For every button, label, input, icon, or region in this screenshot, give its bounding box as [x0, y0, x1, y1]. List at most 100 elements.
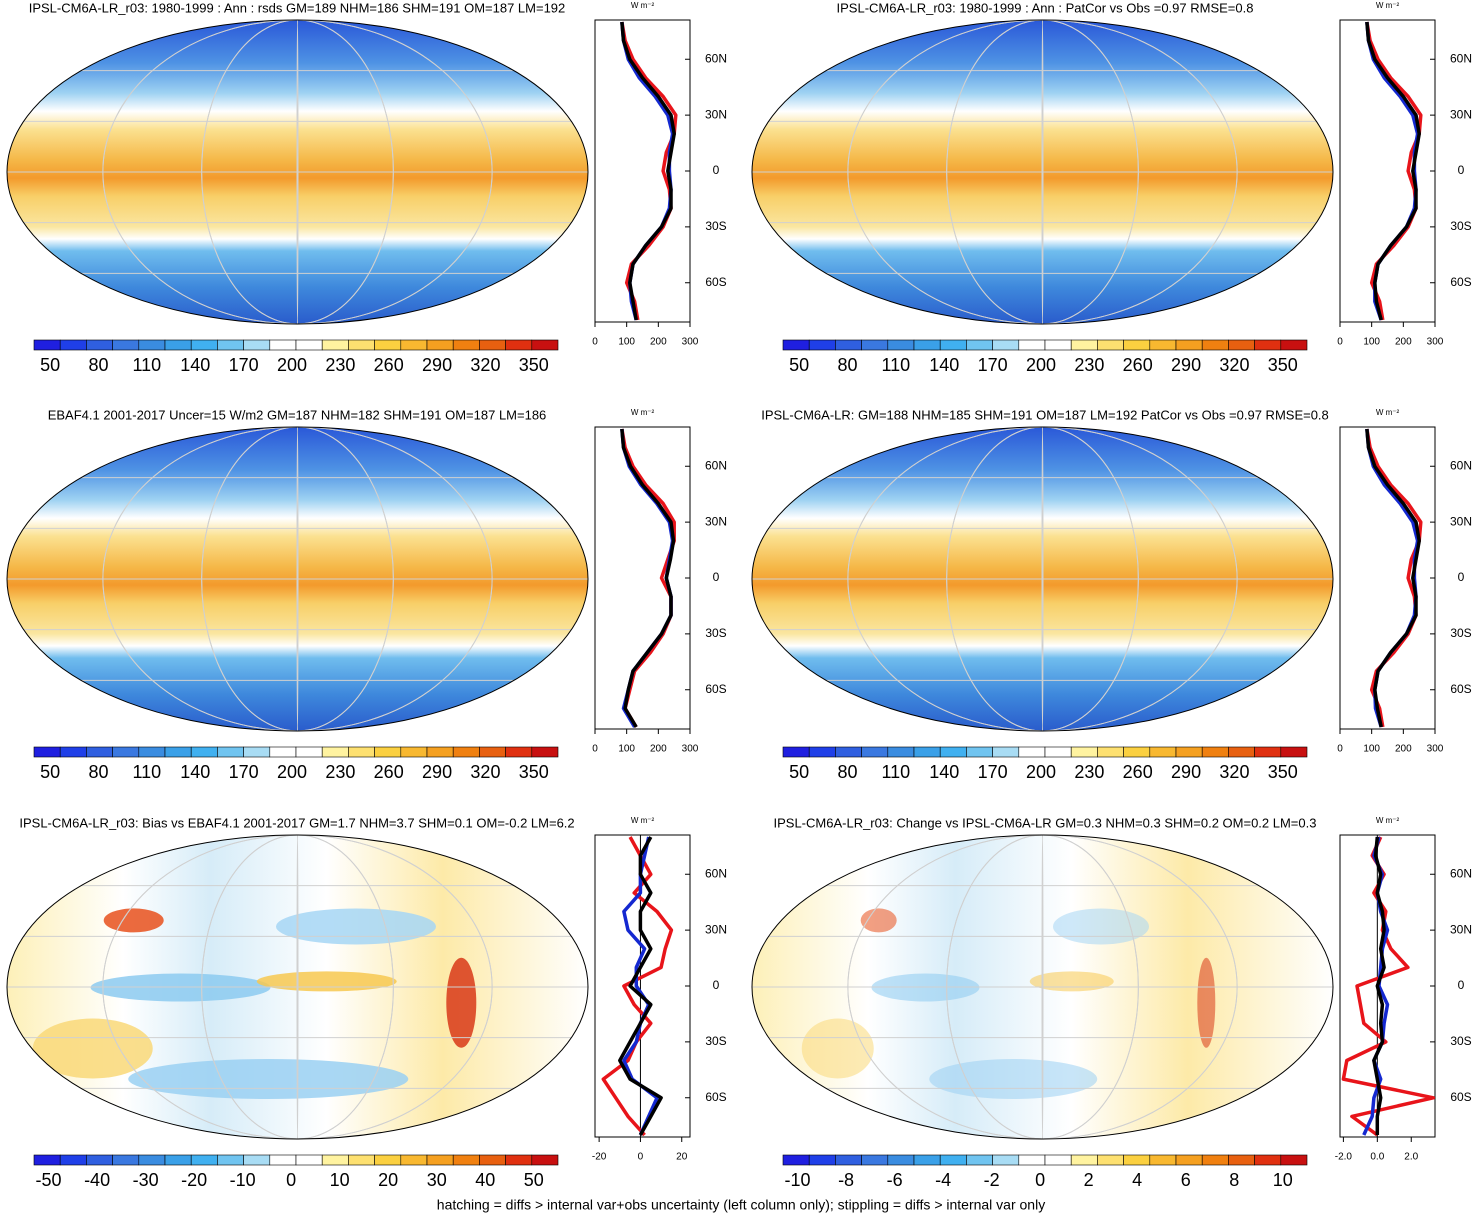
colorbar-box — [86, 1154, 113, 1166]
footnote: hatching = diffs > internal var+obs unce… — [437, 1197, 1045, 1213]
y-tick-label: 30N — [1450, 107, 1472, 121]
map-meridian — [847, 427, 1238, 731]
map — [752, 427, 1333, 731]
colorbar-label: 200 — [277, 355, 307, 375]
colorbar-label: 50 — [40, 355, 60, 375]
colorbar-box — [939, 339, 967, 351]
profile-line — [620, 428, 676, 728]
colorbar-box — [1123, 339, 1151, 351]
colorbar-box — [217, 1154, 244, 1166]
y-tick-label: 60S — [1450, 275, 1471, 289]
profile-line — [1365, 21, 1423, 321]
map-border — [6, 19, 589, 325]
map — [752, 20, 1333, 324]
profile-unit: W m⁻² — [631, 816, 655, 825]
colorbar-label: 80 — [837, 762, 857, 782]
profile-unit: W m⁻² — [631, 1, 655, 10]
colorbar-box — [295, 339, 323, 351]
profile-frame — [594, 426, 691, 730]
colorbar-label: 0 — [1035, 1170, 1045, 1190]
colorbar-box — [269, 746, 297, 758]
x-tick-label: 100 — [1363, 744, 1380, 755]
colorbar-box — [913, 746, 941, 758]
colorbar-box — [1070, 746, 1098, 758]
map — [7, 835, 588, 1139]
profile-frame — [1339, 834, 1436, 1138]
colorbar-box — [452, 746, 480, 758]
panel-title: IPSL-CM6A-LR_r03: Change vs IPSL-CM6A-LR… — [774, 815, 1317, 830]
y-tick-label: 30S — [1450, 626, 1471, 640]
colorbar-box — [59, 1154, 87, 1166]
map-anomaly — [801, 1018, 874, 1079]
profile-line — [1365, 21, 1421, 321]
map-border — [6, 426, 589, 732]
colorbar-label: 140 — [180, 355, 210, 375]
colorbar-box — [835, 1154, 862, 1166]
colorbar-box — [190, 1154, 218, 1166]
profile-unit: W m⁻² — [631, 408, 655, 417]
colorbar-box — [939, 1154, 967, 1166]
y-tick-label: 30N — [705, 514, 727, 528]
colorbar-box — [1201, 746, 1229, 758]
colorbar-box — [1280, 339, 1308, 351]
y-tick-label: 60N — [705, 458, 727, 472]
profile-unit: W m⁻² — [1376, 408, 1400, 417]
map — [7, 20, 588, 324]
colorbar-box — [966, 1154, 993, 1166]
colorbar-label: -2 — [984, 1170, 1000, 1190]
colorbar-label: 10 — [330, 1170, 350, 1190]
colorbar-box — [164, 1154, 192, 1166]
colorbar-box — [1044, 746, 1072, 758]
map-anomaly — [32, 1018, 153, 1079]
map-anomaly — [1029, 971, 1114, 992]
colorbar-box — [992, 1154, 1020, 1166]
y-tick-label: 30S — [705, 1034, 726, 1048]
y-tick-label: 60S — [705, 682, 726, 696]
colorbar-box — [1175, 1154, 1203, 1166]
colorbar-box — [887, 746, 915, 758]
map-meridian — [296, 20, 299, 324]
colorbar-box — [348, 746, 375, 758]
colorbar-box — [138, 746, 166, 758]
colorbar-box — [1149, 339, 1177, 351]
colorbar-box — [861, 339, 889, 351]
colorbar-label: 230 — [325, 762, 355, 782]
x-tick-label: -20 — [592, 1152, 607, 1163]
colorbar-label: 320 — [1219, 355, 1249, 375]
colorbar-box — [913, 1154, 941, 1166]
colorbar-box — [913, 339, 941, 351]
colorbar-label: 290 — [1171, 762, 1201, 782]
colorbar-box — [1175, 339, 1203, 351]
colorbar-label: 260 — [374, 762, 404, 782]
colorbar-box — [217, 339, 244, 351]
x-tick-label: 2.0 — [1404, 1152, 1418, 1163]
y-tick-label: 60N — [1450, 458, 1472, 472]
colorbar-box — [138, 1154, 166, 1166]
x-tick-label: 100 — [618, 744, 635, 755]
colorbar-label: 80 — [88, 762, 108, 782]
colorbar-box — [112, 339, 140, 351]
map-anomaly — [276, 908, 436, 945]
x-tick-label: 200 — [650, 744, 667, 755]
map-meridian — [102, 427, 493, 731]
map-anomaly — [860, 908, 897, 933]
map-meridian — [1041, 427, 1044, 731]
colorbar-box — [190, 746, 218, 758]
y-tick-label: 30S — [705, 219, 726, 233]
colorbar-box — [426, 1154, 454, 1166]
colorbar-box — [374, 746, 402, 758]
colorbar-label: 110 — [133, 762, 162, 782]
colorbar-label: 290 — [422, 762, 452, 782]
map — [7, 427, 588, 731]
x-tick-label: 200 — [1395, 744, 1412, 755]
colorbar-box — [452, 339, 480, 351]
colorbar-label: 110 — [133, 355, 162, 375]
x-tick-label: 200 — [1395, 337, 1412, 348]
colorbar-box — [479, 1154, 506, 1166]
profile-line — [620, 21, 676, 321]
y-tick-label: 30N — [1450, 514, 1472, 528]
map-meridian — [201, 835, 394, 1139]
colorbar-box — [808, 1154, 836, 1166]
colorbar-box — [374, 339, 402, 351]
